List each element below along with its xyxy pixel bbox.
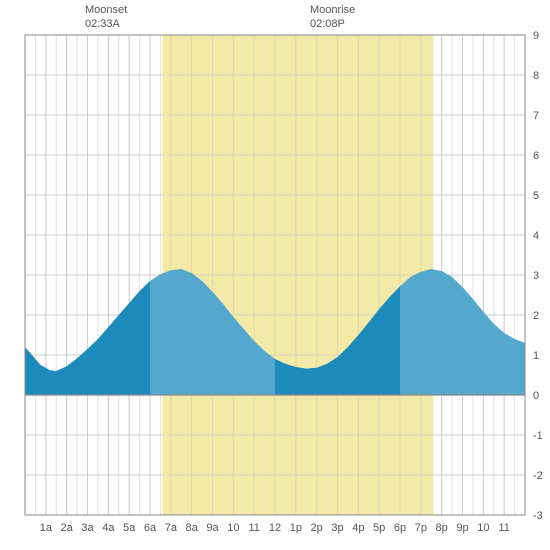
svg-text:2p: 2p bbox=[311, 522, 323, 534]
svg-text:0: 0 bbox=[533, 390, 539, 402]
svg-text:5p: 5p bbox=[373, 522, 385, 534]
svg-text:11: 11 bbox=[498, 522, 509, 534]
moonset-label: Moonset 02:33A bbox=[85, 4, 127, 32]
svg-text:1: 1 bbox=[533, 350, 539, 362]
svg-text:3: 3 bbox=[533, 270, 539, 282]
svg-text:3a: 3a bbox=[81, 522, 94, 534]
svg-text:4p: 4p bbox=[352, 522, 364, 534]
svg-text:9: 9 bbox=[533, 30, 539, 42]
chart-svg: -3-2-101234567891a2a3a4a5a6a7a8a9a101112… bbox=[0, 0, 550, 550]
svg-text:6a: 6a bbox=[144, 522, 157, 534]
svg-text:6p: 6p bbox=[394, 522, 406, 534]
svg-text:4a: 4a bbox=[102, 522, 115, 534]
svg-text:5: 5 bbox=[533, 190, 539, 202]
svg-text:11: 11 bbox=[248, 522, 259, 534]
svg-text:5a: 5a bbox=[123, 522, 136, 534]
svg-text:7: 7 bbox=[533, 110, 539, 122]
svg-text:-3: -3 bbox=[533, 510, 543, 522]
svg-text:10: 10 bbox=[227, 522, 239, 534]
svg-text:1a: 1a bbox=[40, 522, 53, 534]
svg-text:9a: 9a bbox=[206, 522, 219, 534]
moonrise-time: 02:08P bbox=[310, 18, 355, 32]
moonset-title: Moonset bbox=[85, 4, 127, 18]
moonrise-label: Moonrise 02:08P bbox=[310, 4, 355, 32]
svg-text:-2: -2 bbox=[533, 470, 543, 482]
svg-text:2: 2 bbox=[533, 310, 539, 322]
svg-text:3p: 3p bbox=[331, 522, 343, 534]
svg-text:7p: 7p bbox=[415, 522, 427, 534]
moonset-time: 02:33A bbox=[85, 18, 127, 32]
svg-text:-1: -1 bbox=[533, 430, 543, 442]
moonrise-title: Moonrise bbox=[310, 4, 355, 18]
svg-text:7a: 7a bbox=[165, 522, 178, 534]
svg-text:8a: 8a bbox=[186, 522, 199, 534]
svg-text:12: 12 bbox=[269, 522, 281, 534]
svg-text:8p: 8p bbox=[436, 522, 448, 534]
svg-text:1p: 1p bbox=[290, 522, 302, 534]
svg-text:4: 4 bbox=[533, 230, 539, 242]
svg-text:8: 8 bbox=[533, 70, 539, 82]
svg-text:6: 6 bbox=[533, 150, 539, 162]
svg-text:2a: 2a bbox=[61, 522, 74, 534]
svg-text:10: 10 bbox=[477, 522, 489, 534]
svg-text:9p: 9p bbox=[456, 522, 468, 534]
tide-chart: Moonset 02:33A Moonrise 02:08P -3-2-1012… bbox=[0, 0, 550, 550]
